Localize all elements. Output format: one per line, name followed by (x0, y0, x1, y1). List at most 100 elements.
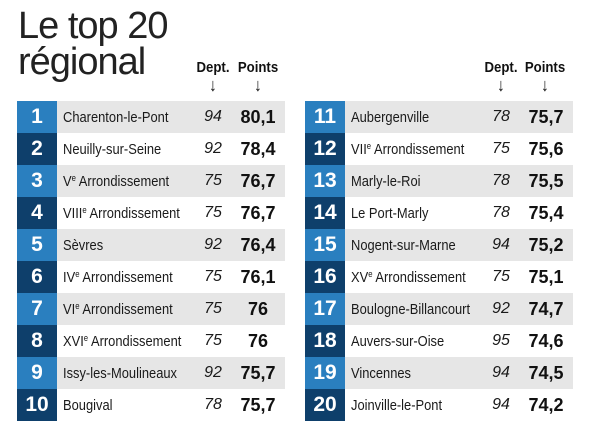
city-name: VIe Arrondissement (63, 301, 173, 318)
city-name-main: Neuilly-sur-Seine (63, 140, 162, 158)
points-value: 76,4 (240, 234, 276, 255)
dept-number: 94 (204, 108, 222, 125)
dept-number: 75 (204, 172, 222, 189)
dept-number: 75 (492, 268, 510, 285)
rank-badge: 1 (17, 101, 57, 133)
dept-number: 75 (204, 204, 222, 221)
city-name: Sèvres (63, 237, 103, 254)
rank-badge: 13 (305, 165, 345, 197)
city-name-main: VIII (63, 204, 83, 222)
table-row: 16 XVe Arrondissement 75 75,1 (305, 261, 573, 293)
ordinal-suffix: e (366, 140, 372, 151)
page-title: Le top 20 régional (18, 5, 168, 83)
table-row: 7 VIe Arrondissement 75 76 (17, 293, 285, 325)
city-name-suffix: Arrondissement (371, 140, 465, 158)
points-value: 75,7 (240, 362, 276, 383)
arrow-down-icon: ↓ (541, 75, 549, 95)
points-value: 75,2 (528, 234, 564, 255)
city-name-suffix: Arrondissement (79, 268, 173, 286)
points-value: 75,7 (240, 394, 276, 415)
ordinal-suffix: e (82, 204, 87, 215)
city-name: Marly-le-Roi (351, 173, 421, 190)
table-row: 8 XVIe Arrondissement 75 76 (17, 325, 285, 357)
city-name: Charenton-le-Pont (63, 109, 168, 126)
city-name-suffix: Arrondissement (372, 268, 466, 286)
rank-badge: 18 (305, 325, 345, 357)
table-row: 20 Joinville-le-Pont 94 74,2 (305, 389, 573, 421)
city-name: Auvers-sur-Oise (351, 333, 444, 350)
points-value: 74,5 (528, 362, 564, 383)
points-value: 75,1 (528, 266, 564, 287)
city-name-main: Marly-le-Roi (351, 172, 421, 190)
dept-number: 92 (492, 300, 510, 317)
city-name-suffix: Arrondissement (88, 332, 182, 350)
right-dept-header: Dept. ↓ (481, 59, 521, 95)
rank-badge: 4 (17, 197, 57, 229)
rank-badge: 7 (17, 293, 57, 325)
dept-number: 95 (492, 332, 510, 349)
left-points-header: Points ↓ (236, 59, 280, 95)
ordinal-suffix: e (368, 268, 373, 279)
ranking-table-left: 1 Charenton-le-Pont 94 80,1 2 Neuilly-sur-Sei… (17, 101, 285, 421)
rank-badge: 3 (17, 165, 57, 197)
points-value: 76,1 (240, 266, 276, 287)
title-line-2: régional (18, 41, 146, 83)
title-line-1: Le top 20 (18, 5, 168, 47)
city-name-main: Vincennes (351, 364, 412, 382)
table-row: 19 Vincennes 94 74,5 (305, 357, 573, 389)
city-name-main: IV (63, 268, 76, 286)
dept-number: 92 (204, 140, 222, 157)
rank-badge: 5 (17, 229, 57, 261)
rank-badge: 10 (17, 389, 57, 421)
city-name-main: VII (351, 140, 367, 158)
points-header-label: Points (237, 59, 279, 76)
dept-number: 75 (492, 140, 510, 157)
dept-number: 94 (492, 364, 510, 381)
table-row: 13 Marly-le-Roi 78 75,5 (305, 165, 573, 197)
city-name-main: Boulogne-Billancourt (351, 300, 471, 318)
left-dept-header: Dept. ↓ (193, 59, 233, 95)
rank-badge: 6 (17, 261, 57, 293)
points-value: 75,5 (528, 170, 564, 191)
dept-number: 75 (204, 332, 222, 349)
table-row: 3 Ve Arrondissement 75 76,7 (17, 165, 285, 197)
points-value: 76,7 (240, 170, 276, 191)
city-name: Ve Arrondissement (63, 173, 169, 190)
dept-header-label: Dept. (196, 59, 230, 76)
rank-badge: 11 (305, 101, 345, 133)
ordinal-suffix: e (83, 332, 89, 343)
city-name: Le Port-Marly (351, 205, 428, 222)
rank-badge: 15 (305, 229, 345, 261)
dept-number: 94 (492, 396, 510, 413)
city-name: Issy-les-Moulineaux (63, 365, 177, 382)
rank-badge: 16 (305, 261, 345, 293)
city-name-main: Nogent-sur-Marne (351, 236, 456, 254)
city-name-suffix: Arrondissement (86, 204, 180, 222)
city-name: XVe Arrondissement (351, 269, 466, 286)
dept-number: 75 (204, 268, 222, 285)
table-row: 1 Charenton-le-Pont 94 80,1 (17, 101, 285, 133)
city-name-main: VI (63, 300, 76, 318)
city-name: IVe Arrondissement (63, 269, 173, 286)
dept-header-label: Dept. (484, 59, 518, 76)
dept-number: 78 (204, 396, 222, 413)
ordinal-suffix: e (75, 300, 80, 311)
city-name-suffix: Arrondissement (79, 300, 173, 318)
city-name: Neuilly-sur-Seine (63, 141, 161, 158)
city-name-main: Issy-les-Moulineaux (63, 364, 177, 382)
dept-number: 78 (492, 204, 510, 221)
dept-number: 78 (492, 172, 510, 189)
points-value: 78,4 (240, 138, 276, 159)
city-name-suffix: Arrondissement (75, 172, 170, 190)
rank-badge: 17 (305, 293, 345, 325)
table-row: 15 Nogent-sur-Marne 94 75,2 (305, 229, 573, 261)
table-row: 5 Sèvres 92 76,4 (17, 229, 285, 261)
points-header-label: Points (524, 59, 566, 76)
city-name-main: Le Port-Marly (351, 204, 429, 222)
dept-number: 92 (204, 236, 222, 253)
city-name: XVIe Arrondissement (63, 333, 181, 350)
points-value: 76 (247, 330, 269, 351)
points-value: 76 (247, 298, 269, 319)
ordinal-suffix: e (71, 172, 76, 183)
table-row: 6 IVe Arrondissement 75 76,1 (17, 261, 285, 293)
